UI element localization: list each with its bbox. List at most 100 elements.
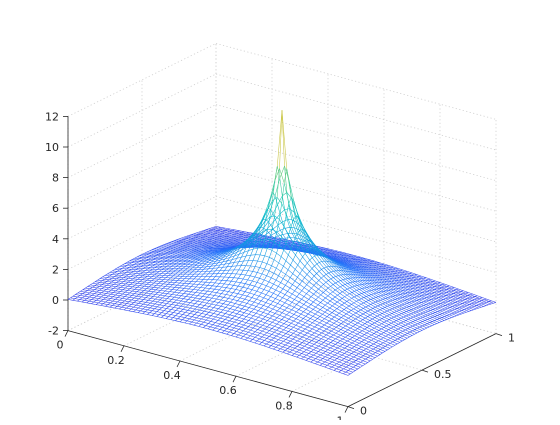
mesh-segment (126, 284, 131, 285)
mesh-segment (108, 272, 110, 274)
mesh-segment (465, 299, 470, 301)
mesh-segment (248, 271, 253, 272)
mesh-segment (338, 275, 340, 276)
mesh-segment (119, 285, 124, 286)
mesh-segment (273, 225, 278, 229)
mesh-segment (122, 268, 127, 269)
mesh-segment (459, 311, 464, 313)
mesh-segment (465, 306, 470, 308)
mesh-segment (433, 313, 438, 315)
mesh-segment (218, 231, 223, 232)
mesh-segment (104, 289, 107, 291)
mesh-segment (196, 274, 199, 276)
mesh-segment (218, 233, 223, 234)
mesh-segment (407, 300, 412, 302)
mesh-segment (168, 278, 171, 280)
mesh-segment (331, 278, 333, 279)
mesh-segment (205, 237, 210, 238)
mesh-segment (258, 261, 263, 262)
mesh-segment (446, 296, 451, 298)
mesh-segment (210, 240, 215, 241)
mesh-segment (352, 298, 357, 301)
mesh-segment (333, 285, 338, 289)
mesh-segment (463, 297, 468, 299)
mesh-segment (464, 312, 467, 313)
mesh-segment (354, 297, 359, 300)
mesh-segment (123, 284, 126, 286)
mesh-segment (435, 313, 440, 315)
mesh-segment (432, 316, 435, 317)
mesh-segment (383, 309, 388, 312)
mesh-segment (255, 261, 258, 267)
mesh-segment (239, 261, 244, 262)
mesh-segment (484, 303, 489, 305)
mesh-segment (435, 284, 440, 286)
mesh-segment (196, 233, 201, 234)
mesh-segment (494, 302, 497, 303)
mesh-segment (486, 302, 491, 304)
mesh-segment (441, 304, 446, 306)
mesh-segment (230, 234, 235, 235)
mesh-segment (418, 315, 423, 317)
mesh-segment (129, 271, 134, 272)
mesh-segment (175, 281, 178, 283)
mesh-segment (373, 297, 376, 298)
mesh-segment (187, 274, 189, 276)
x-tick (289, 391, 292, 397)
mesh-segment (418, 319, 423, 321)
mesh-segment (428, 318, 430, 319)
mesh-segment (406, 312, 411, 314)
mesh-segment (168, 289, 173, 290)
mesh-segment (88, 290, 93, 291)
mesh-segment (324, 282, 326, 284)
mesh-segment (238, 274, 241, 278)
mesh-segment (257, 268, 260, 273)
mesh-segment (433, 306, 438, 308)
grid-line (216, 105, 496, 181)
mesh-segment (253, 267, 255, 272)
mesh-segment (397, 303, 402, 305)
mesh-segment (471, 310, 474, 311)
mesh-segment (122, 272, 127, 273)
mesh-segment (458, 302, 463, 304)
mesh-segment (92, 291, 97, 292)
mesh-segment (374, 293, 376, 294)
mesh-segment (279, 219, 284, 226)
mesh-segment (102, 281, 107, 282)
mesh-segment (133, 281, 136, 283)
mesh-segment (411, 317, 414, 318)
mesh-segment (154, 277, 157, 279)
mesh-segment (121, 278, 124, 280)
mesh-segment (138, 278, 140, 280)
mesh-segment (182, 238, 187, 239)
mesh-segment (128, 289, 131, 291)
mesh-segment (333, 276, 336, 277)
mesh-segment (272, 250, 277, 253)
mesh-segment (347, 289, 352, 292)
mesh-segment (435, 321, 440, 323)
mesh-segment (361, 299, 366, 302)
mesh-segment (416, 315, 418, 316)
mesh-segment (345, 284, 350, 288)
mesh-segment (293, 260, 298, 265)
mesh-segment (441, 297, 446, 299)
mesh-segment (305, 275, 308, 278)
mesh-segment (326, 273, 329, 274)
mesh-segment (97, 286, 99, 288)
mesh-segment (208, 234, 213, 235)
mesh-segment (482, 301, 487, 303)
mesh-segment (271, 235, 274, 238)
mesh-segment (364, 292, 366, 293)
mesh-segment (449, 295, 454, 297)
mesh-segment (333, 283, 335, 285)
mesh-segment (279, 263, 284, 266)
mesh-segment (227, 239, 232, 240)
mesh-segment (126, 272, 131, 273)
mesh-segment (426, 311, 429, 312)
mesh-segment (277, 253, 282, 257)
mesh-segment (373, 298, 378, 301)
mesh-segment (434, 296, 439, 298)
mesh-segment (460, 298, 465, 300)
mesh-segment (347, 294, 349, 296)
mesh-segment (159, 277, 162, 279)
